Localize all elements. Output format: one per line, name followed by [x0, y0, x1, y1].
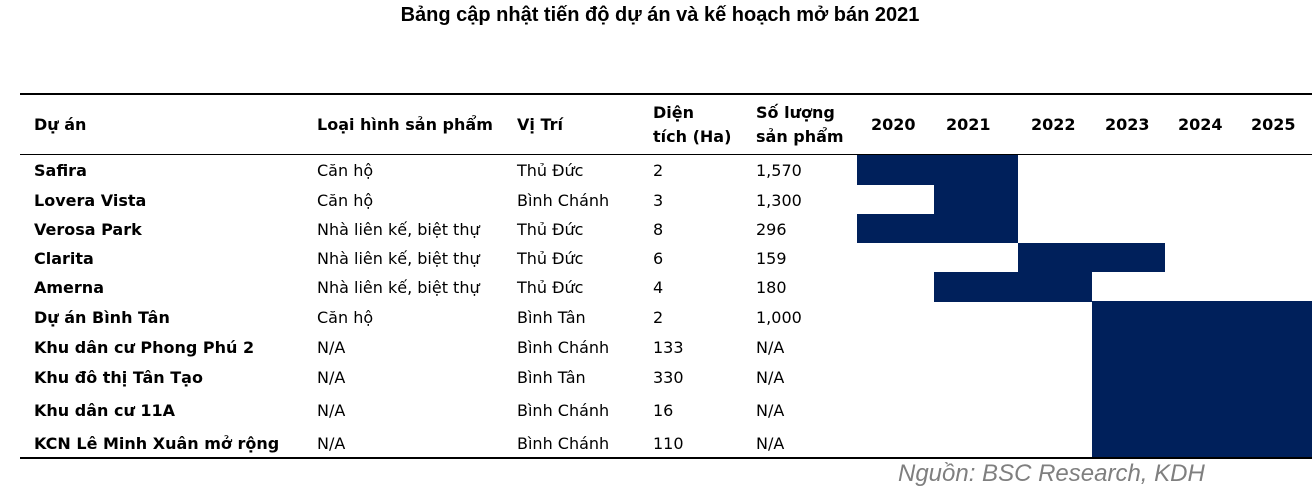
- cell-type: Căn hộ: [317, 308, 374, 327]
- cell-location: Thủ Đức: [517, 161, 584, 180]
- cell-units: N/A: [756, 368, 785, 387]
- cell-location: Bình Tân: [517, 368, 586, 387]
- cell-project: Khu dân cư Phong Phú 2: [34, 338, 255, 357]
- page-title: Bảng cập nhật tiến độ dự án và kế hoạch …: [400, 4, 920, 26]
- cell-units: 1,000: [756, 308, 802, 327]
- cell-type: N/A: [317, 401, 346, 420]
- cell-project: KCN Lê Minh Xuân mở rộng: [34, 434, 280, 453]
- cell-type: Căn hộ: [317, 161, 374, 180]
- header-location: Vị Trí: [517, 115, 563, 134]
- cell-type: N/A: [317, 368, 346, 387]
- cell-location: Thủ Đức: [517, 249, 584, 268]
- cell-area: 330: [653, 368, 684, 387]
- timeline-bar-amerna: [934, 272, 1092, 302]
- cell-area: 110: [653, 434, 684, 453]
- header-year-2023: 2023: [1105, 115, 1150, 134]
- cell-type: Nhà liên kế, biệt thự: [317, 220, 480, 239]
- cell-type: Căn hộ: [317, 191, 374, 210]
- cell-type: N/A: [317, 434, 346, 453]
- cell-units: 1,300: [756, 191, 802, 210]
- header-rule: [20, 154, 1312, 155]
- cell-units: 1,570: [756, 161, 802, 180]
- header-year-2021: 2021: [946, 115, 991, 134]
- cell-area: 6: [653, 249, 664, 268]
- cell-area: 2: [653, 308, 664, 327]
- timeline-bar-2023-2025-block: [1092, 301, 1312, 457]
- cell-units: N/A: [756, 401, 785, 420]
- header-project: Dự án: [34, 115, 87, 134]
- cell-project: Lovera Vista: [34, 191, 147, 210]
- cell-type: Nhà liên kế, biệt thự: [317, 249, 480, 268]
- header-year-2020: 2020: [871, 115, 916, 134]
- cell-area: 4: [653, 278, 664, 297]
- timeline-bar-clarita: [1018, 243, 1165, 272]
- cell-location: Thủ Đức: [517, 278, 584, 297]
- cell-location: Bình Chánh: [517, 401, 610, 420]
- cell-project: Amerna: [34, 278, 104, 297]
- cell-area: 16: [653, 401, 674, 420]
- source-note: Nguồn: BSC Research, KDH: [898, 460, 1205, 487]
- cell-units: 296: [756, 220, 787, 239]
- cell-type: Nhà liên kế, biệt thự: [317, 278, 480, 297]
- cell-units: N/A: [756, 434, 785, 453]
- header-year-2024: 2024: [1178, 115, 1223, 134]
- cell-area: 8: [653, 220, 664, 239]
- cell-area: 3: [653, 191, 664, 210]
- cell-type: N/A: [317, 338, 346, 357]
- header-year-2022: 2022: [1031, 115, 1076, 134]
- cell-project: Verosa Park: [34, 220, 142, 239]
- cell-location: Thủ Đức: [517, 220, 584, 239]
- cell-area: 2: [653, 161, 664, 180]
- cell-units: 159: [756, 249, 787, 268]
- cell-location: Bình Chánh: [517, 338, 610, 357]
- header-type: Loại hình sản phẩm: [317, 115, 493, 134]
- cell-project: Safira: [34, 161, 87, 180]
- header-units-line1: Số lượng: [756, 103, 835, 122]
- table-top-rule: [20, 93, 1312, 95]
- cell-project: Clarita: [34, 249, 94, 268]
- timeline-bar-lovera-vista: [934, 185, 1018, 215]
- cell-location: Bình Chánh: [517, 191, 610, 210]
- header-year-2025: 2025: [1251, 115, 1296, 134]
- cell-project: Khu dân cư 11A: [34, 401, 176, 420]
- timeline-bar-verosa-park: [857, 214, 1018, 243]
- cell-project: Khu đô thị Tân Tạo: [34, 368, 203, 387]
- timeline-bar-safira: [857, 155, 1018, 185]
- cell-units: N/A: [756, 338, 785, 357]
- cell-location: Bình Tân: [517, 308, 586, 327]
- cell-project: Dự án Bình Tân: [34, 308, 170, 327]
- cell-units: 180: [756, 278, 787, 297]
- header-units-line2: sản phẩm: [756, 127, 844, 146]
- cell-location: Bình Chánh: [517, 434, 610, 453]
- cell-area: 133: [653, 338, 684, 357]
- header-area-line1: Diện: [653, 103, 695, 122]
- header-area-line2: tích (Ha): [653, 127, 732, 146]
- table-bottom-rule: [20, 457, 1312, 459]
